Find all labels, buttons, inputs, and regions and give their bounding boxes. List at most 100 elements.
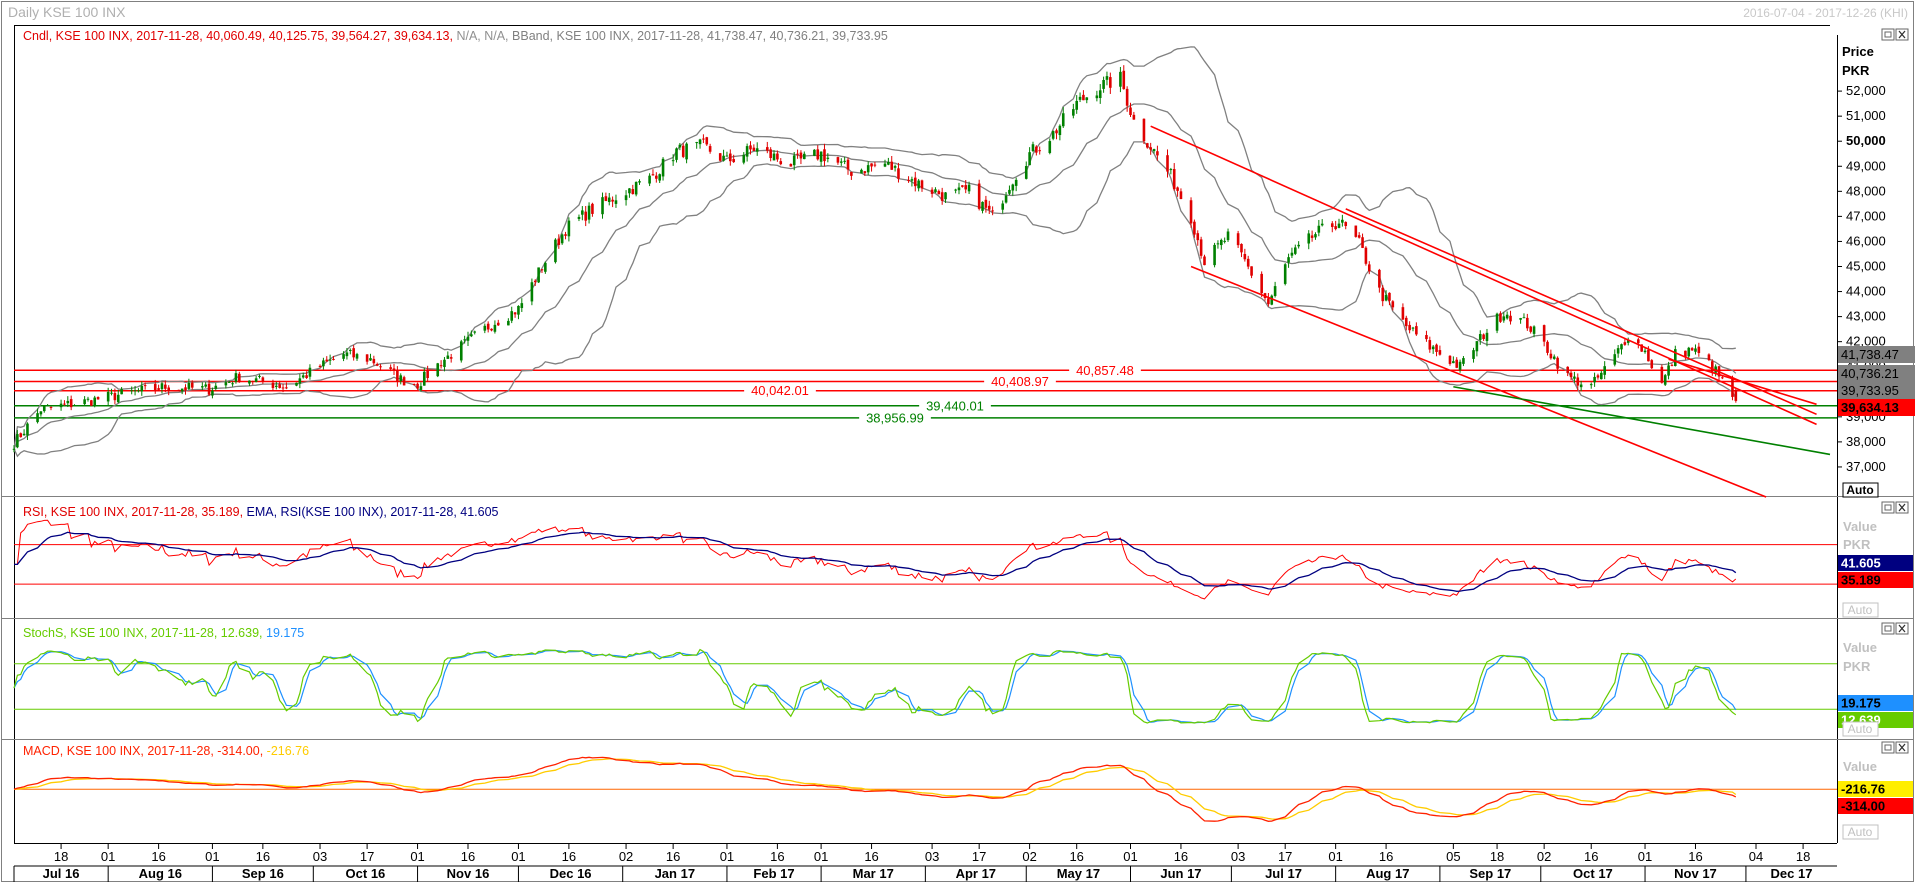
- candle: [873, 161, 877, 168]
- month-label: Nov 16: [447, 866, 490, 881]
- candle: [920, 179, 924, 192]
- candle-body: [1246, 258, 1250, 267]
- candle-body: [1391, 301, 1395, 308]
- rsi-axis-header-1: Value: [1843, 519, 1877, 534]
- price-auto-button[interactable]: Auto: [1842, 482, 1879, 498]
- candle-body: [352, 348, 355, 358]
- candle-body: [1458, 361, 1462, 370]
- candle-body: [944, 192, 947, 200]
- candle: [1330, 221, 1334, 233]
- date-tick-label: 02: [1537, 849, 1551, 864]
- stoch-pane-maximize-button[interactable]: [1881, 622, 1895, 635]
- macd-auto-button[interactable]: Auto: [1842, 824, 1879, 840]
- candle: [1663, 373, 1667, 386]
- candle-body: [1378, 269, 1381, 288]
- candle-body: [520, 303, 524, 309]
- candle-body: [473, 331, 477, 333]
- candle-body: [544, 262, 547, 272]
- candle-body: [1085, 97, 1089, 101]
- candle: [890, 155, 894, 170]
- candle-body: [1129, 107, 1132, 115]
- candle: [1283, 263, 1287, 286]
- candle-body: [1287, 257, 1290, 263]
- candle-body: [537, 267, 540, 283]
- candle-body: [22, 433, 26, 436]
- price-pane-close-button[interactable]: [1895, 28, 1909, 41]
- candle-body: [1552, 356, 1556, 359]
- candle-body: [1603, 366, 1606, 375]
- candle: [897, 162, 900, 183]
- candle: [507, 318, 510, 326]
- candle: [601, 192, 604, 219]
- candle-body: [1519, 318, 1522, 320]
- candle: [1011, 183, 1015, 196]
- candle-body: [190, 382, 194, 388]
- candle-body: [648, 175, 651, 184]
- candle-body: [1485, 332, 1489, 341]
- indicator-badge: [1838, 555, 1913, 571]
- candle: [463, 335, 466, 344]
- candle: [1260, 271, 1263, 298]
- candle: [722, 149, 725, 162]
- month-label: Oct 16: [346, 866, 386, 881]
- candle: [1603, 361, 1606, 380]
- indicator-badge-label: -216.76: [1841, 782, 1885, 797]
- candle: [685, 142, 688, 164]
- candle: [940, 187, 944, 205]
- macd-pane-close-button[interactable]: [1895, 741, 1909, 754]
- candle: [1569, 369, 1573, 381]
- candle: [957, 182, 961, 195]
- price-tick-label: 49,000: [1846, 158, 1886, 173]
- candle-body: [1549, 353, 1553, 359]
- candle-body: [729, 153, 732, 162]
- rsi-pane-close-button[interactable]: [1895, 501, 1909, 514]
- candle: [772, 150, 776, 161]
- rsi-auto-button[interactable]: Auto: [1842, 602, 1879, 618]
- candle: [348, 348, 352, 355]
- candle: [1334, 220, 1337, 231]
- candle: [846, 157, 850, 175]
- candle-body: [308, 367, 312, 377]
- candle-body: [275, 385, 278, 387]
- candle-body: [39, 411, 43, 415]
- candle: [177, 389, 181, 392]
- candle: [614, 194, 618, 208]
- candle-body: [416, 383, 419, 389]
- candle: [1055, 128, 1058, 140]
- candle-body: [776, 153, 779, 160]
- candle: [1357, 232, 1361, 239]
- date-tick-label: 16: [770, 849, 784, 864]
- price-badge-label: 40,736.21: [1841, 366, 1899, 381]
- candle: [560, 233, 564, 245]
- macd-pane-maximize-button[interactable]: [1881, 741, 1895, 754]
- trend-line: [1190, 265, 1767, 498]
- candle-body: [1381, 287, 1385, 302]
- stoch-pane-close-button[interactable]: [1895, 622, 1909, 635]
- candle: [496, 319, 500, 326]
- macd-line: [13, 756, 1737, 822]
- candle-body: [755, 148, 759, 152]
- candle-body: [517, 305, 520, 315]
- rsi-axis-header-2: PKR: [1843, 537, 1871, 552]
- candle-body: [96, 396, 100, 400]
- rsi-pane-maximize-button[interactable]: [1881, 501, 1895, 514]
- candle-body: [987, 205, 991, 210]
- candle-body: [422, 371, 426, 386]
- candle: [1509, 310, 1512, 325]
- candle: [681, 143, 685, 159]
- candle: [1731, 375, 1734, 401]
- trend-lines: [1150, 125, 1831, 498]
- candle-body: [1566, 366, 1569, 373]
- candle-body: [624, 195, 628, 201]
- candle-body: [133, 390, 137, 392]
- stoch-auto-button[interactable]: Auto: [1842, 721, 1879, 737]
- price-badge: [1838, 346, 1915, 363]
- price-pane-maximize-button[interactable]: [1881, 28, 1895, 41]
- candle: [1462, 356, 1465, 367]
- candle-body: [977, 183, 981, 209]
- candle-body: [1149, 147, 1152, 150]
- candle: [638, 179, 641, 185]
- candle: [1502, 312, 1506, 323]
- month-label: Aug 16: [139, 866, 182, 881]
- candle-body: [116, 394, 120, 403]
